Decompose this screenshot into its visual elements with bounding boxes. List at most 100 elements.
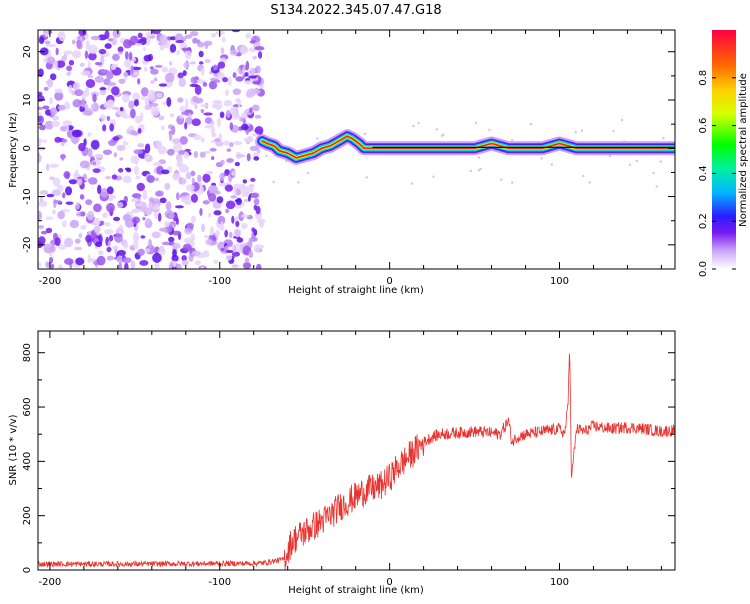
noise-dot — [574, 131, 578, 134]
noise-blob — [105, 175, 112, 180]
noise-blob — [51, 209, 56, 215]
noise-blob — [229, 49, 238, 56]
noise-blob — [219, 172, 225, 181]
noise-blob — [236, 154, 246, 158]
noise-blob — [148, 200, 155, 211]
noise-blob — [249, 185, 254, 193]
x-tick-label: 0 — [386, 276, 392, 287]
noise-blob — [63, 50, 73, 55]
noise-blob — [185, 117, 194, 125]
noise-blob — [38, 95, 45, 102]
noise-dot — [550, 163, 554, 166]
noise-blob — [140, 235, 146, 239]
noise-dot — [469, 169, 473, 173]
noise-blob — [155, 141, 163, 148]
noise-blob — [79, 160, 90, 169]
noise-blob — [154, 262, 160, 269]
noise-blob — [121, 257, 132, 264]
noise-blob — [134, 165, 139, 176]
noise-blob — [97, 184, 102, 195]
noise-blob — [44, 40, 51, 45]
noise-dot — [488, 128, 491, 132]
noise-blob — [250, 88, 261, 95]
noise-blob — [225, 208, 230, 214]
noise-blob — [210, 32, 217, 38]
noise-blob — [76, 39, 82, 49]
noise-blob — [76, 212, 82, 217]
y-tick-label: 0 — [22, 567, 33, 573]
noise-blob — [106, 71, 114, 80]
noise-blob — [235, 188, 242, 196]
noise-blob — [249, 67, 256, 76]
noise-blob — [209, 226, 214, 236]
noise-dot — [659, 160, 662, 163]
noise-blob — [112, 30, 121, 39]
noise-blob — [102, 149, 113, 155]
noise-blob — [253, 244, 262, 253]
noise-blob — [58, 31, 66, 42]
y-tick-label: 10 — [22, 94, 33, 107]
noise-blob — [149, 208, 160, 213]
noise-blob — [220, 159, 225, 165]
y-tick-label: -10 — [22, 188, 33, 204]
noise-blob — [186, 222, 195, 230]
noise-blob — [143, 54, 152, 62]
noise-blob — [39, 196, 43, 203]
noise-blob — [233, 186, 237, 197]
noise-blob — [256, 263, 262, 269]
noise-blob — [172, 230, 181, 236]
noise-blob — [255, 65, 261, 74]
noise-blob — [166, 148, 175, 156]
noise-blob — [234, 161, 240, 167]
noise-blob — [224, 184, 233, 192]
noise-blob — [181, 47, 191, 51]
noise-blob — [213, 210, 222, 216]
noise-blob — [251, 133, 259, 137]
noise-blob — [129, 130, 137, 136]
noise-blob — [176, 158, 183, 166]
noise-blob — [231, 251, 241, 257]
noise-blob — [194, 104, 198, 109]
noise-blob — [65, 201, 74, 205]
noise-blob — [116, 201, 124, 209]
noise-blob — [72, 82, 79, 90]
noise-dot — [365, 176, 368, 179]
noise-dot — [676, 153, 678, 155]
noise-blob — [102, 124, 107, 132]
noise-blob — [213, 79, 221, 83]
noise-blob — [187, 113, 192, 118]
noise-blob — [159, 45, 165, 51]
noise-blob — [161, 169, 170, 175]
noise-blob — [241, 222, 248, 230]
noise-blob — [130, 64, 134, 75]
noise-dot — [297, 181, 300, 184]
noise-blob — [167, 81, 173, 86]
noise-blob — [212, 64, 218, 71]
noise-blob — [228, 141, 234, 148]
noise-blob — [85, 40, 90, 51]
noise-blob — [211, 103, 218, 109]
noise-blob — [169, 36, 177, 41]
noise-blob — [244, 72, 249, 77]
noise-blob — [85, 78, 96, 88]
noise-blob — [78, 142, 86, 152]
noise-blob — [71, 129, 82, 138]
noise-blob — [148, 197, 155, 203]
y-tick-label: 200 — [22, 506, 33, 525]
noise-blob — [142, 189, 148, 200]
noise-blob — [177, 72, 184, 79]
noise-blob — [219, 111, 225, 119]
y-tick-label: 800 — [22, 343, 33, 362]
noise-blob — [129, 108, 136, 119]
noise-blob — [51, 120, 61, 127]
colorbar-gradient — [712, 30, 736, 269]
noise-blob — [182, 243, 192, 252]
noise-blob — [94, 75, 104, 83]
noise-blob — [202, 81, 208, 87]
noise-blob — [130, 260, 136, 269]
noise-blob — [168, 212, 175, 220]
noise-blob — [169, 61, 173, 66]
noise-blob — [175, 217, 179, 226]
noise-blob — [103, 101, 110, 109]
